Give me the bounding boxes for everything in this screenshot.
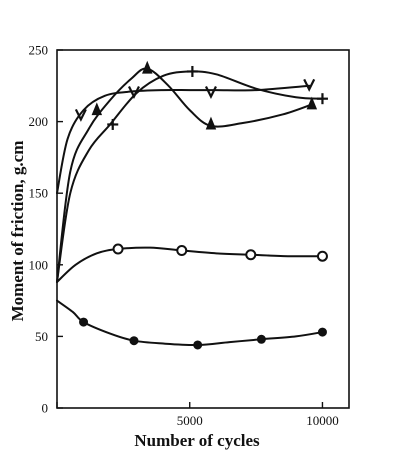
series-circle-open: [56, 243, 328, 283]
data-point-open-circle: [245, 249, 257, 261]
data-point-triangle: [142, 60, 153, 74]
y-tick-label: 100: [29, 257, 49, 272]
data-point-filled-circle: [79, 317, 89, 327]
data-point-plus: [186, 65, 198, 77]
data-point-open-circle: [112, 243, 124, 255]
series-layer: [56, 60, 328, 350]
data-point-filled-circle: [317, 327, 327, 337]
series-line: [56, 246, 324, 283]
data-point-filled-circle: [256, 334, 266, 344]
series-line: [56, 67, 313, 283]
series-line: [56, 70, 324, 283]
data-point-open-circle: [316, 250, 328, 262]
data-point-v: [303, 78, 316, 92]
y-axis-title: Moment of friction, g.cm: [8, 141, 27, 322]
y-tick-label: 50: [35, 329, 48, 344]
series-triangle: [56, 60, 318, 283]
y-tick-label: 0: [42, 401, 49, 416]
x-tick-label: 5000: [177, 413, 203, 428]
series-v: [56, 78, 316, 195]
data-point-filled-circle: [193, 340, 203, 350]
data-point-triangle: [306, 96, 318, 110]
x-axis: 5000 10000: [56, 402, 339, 428]
data-point-plus: [316, 93, 328, 105]
data-point-v: [204, 86, 217, 99]
x-tick-label: 10000: [306, 413, 339, 428]
y-tick-label: 200: [29, 114, 49, 129]
series-plus: [56, 65, 328, 283]
x-axis-title: Number of cycles: [134, 431, 260, 450]
series-line: [56, 299, 324, 347]
y-axis: 0 50 100 150 200 250: [29, 43, 63, 416]
data-point-triangle: [205, 116, 217, 130]
y-tick-label: 250: [29, 43, 49, 58]
data-point-triangle: [91, 102, 103, 116]
data-point-v: [74, 108, 87, 122]
data-point-filled-circle: [129, 336, 139, 346]
series-circle-filled: [56, 299, 327, 350]
data-point-plus: [107, 118, 119, 130]
plot-frame: [56, 49, 350, 409]
plot-area-border: [56, 49, 350, 409]
y-tick-label: 150: [29, 186, 49, 201]
series-line: [56, 84, 311, 195]
data-point-open-circle: [176, 244, 188, 256]
